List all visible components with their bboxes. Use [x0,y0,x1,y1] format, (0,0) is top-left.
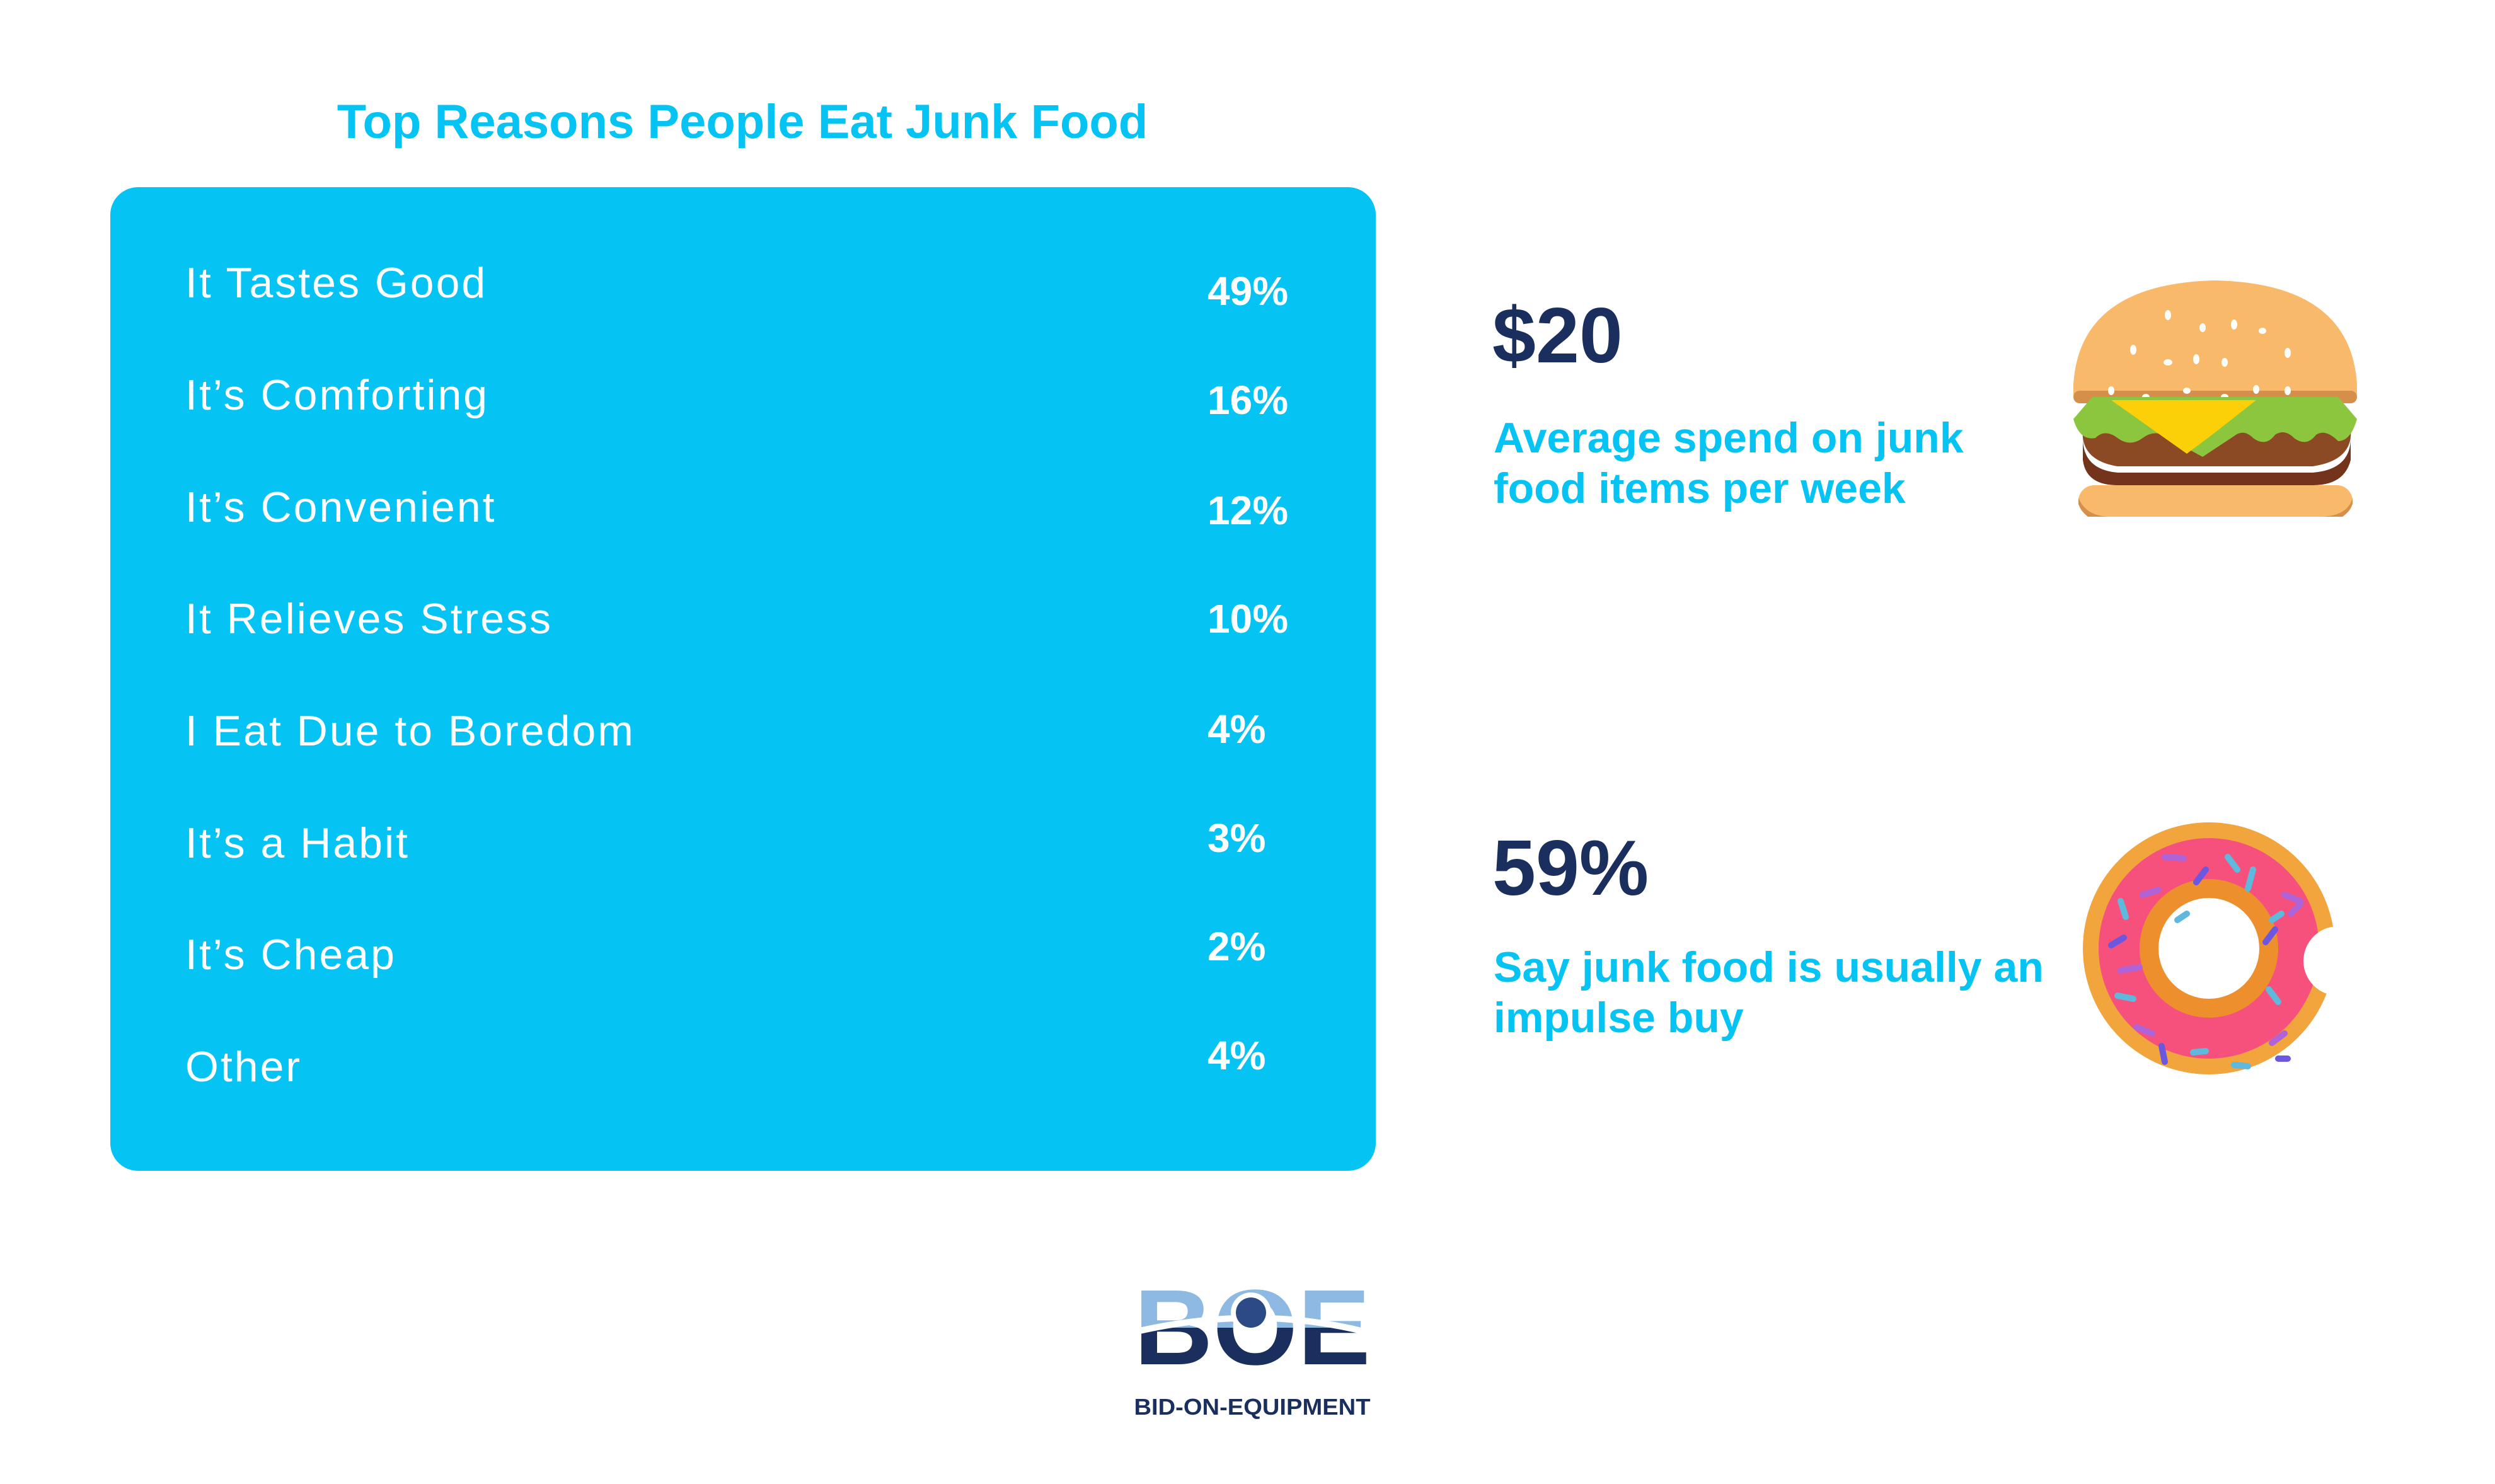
reason-label: It’s Comforting [185,371,490,419]
reason-label: It Relieves Stress [185,595,553,643]
reason-value: 4% [1207,1033,1266,1078]
reason-label: It’s Cheap [185,931,396,979]
reason-label: It’s Convenient [185,483,497,531]
reason-value: 16% [1207,377,1289,423]
reason-value: 12% [1207,488,1289,533]
logo-tagline: BID-ON-EQUIPMENT [1134,1394,1371,1420]
page-title: Top Reasons People Eat Junk Food [337,95,1148,149]
reason-label: I Eat Due to Boredom [185,707,635,755]
stat-impulse-value: 59% [1492,825,1649,912]
reasons-panel: It Tastes Good 49% It’s Comforting 16% I… [110,187,1376,1171]
stat-impulse-description: Say junk food is usually an impulse buy [1494,943,2044,1042]
reason-value: 2% [1207,924,1266,969]
donut-icon [2083,822,2335,1074]
stat-weekly-spend-value: $20 [1492,292,1623,379]
stat-weekly-spend-description: Average spend on junk food items per wee… [1494,414,1964,512]
burger-icon [2073,280,2357,517]
reason-label: Other [185,1043,303,1091]
reason-value: 3% [1207,815,1266,861]
reason-label: It’s a Habit [185,819,410,867]
reason-value: 10% [1207,596,1289,641]
reason-label: It Tastes Good [185,259,488,307]
reason-value: 4% [1207,706,1266,752]
boe-logo: BOE BID-ON-EQUIPMENT [1130,1263,1375,1421]
reason-value: 49% [1207,268,1289,314]
